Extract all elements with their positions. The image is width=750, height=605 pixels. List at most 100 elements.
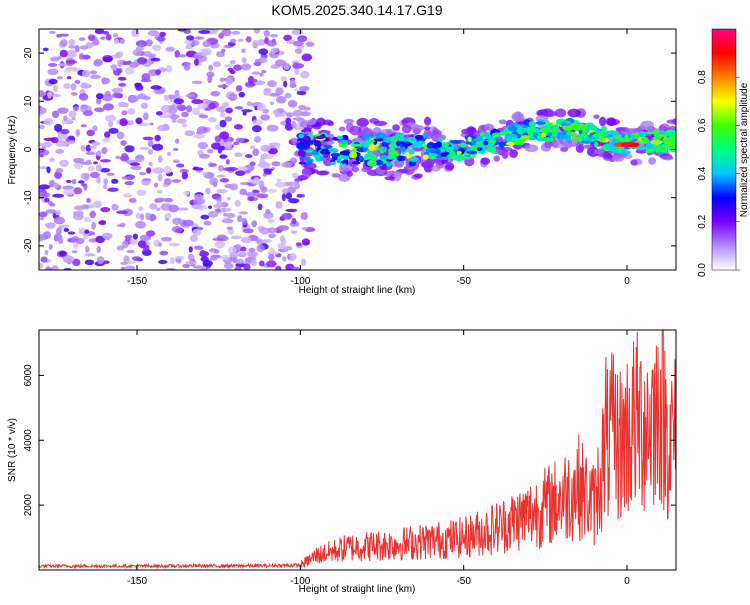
heatmap-cell bbox=[183, 63, 191, 71]
heatmap-cell bbox=[274, 182, 287, 188]
heatmap-cell bbox=[219, 112, 226, 118]
heatmap-cell bbox=[81, 183, 87, 187]
heatmap-cell bbox=[598, 116, 607, 127]
heatmap-cell bbox=[234, 170, 246, 176]
heatmap-cell bbox=[627, 142, 640, 148]
heatmap-cell bbox=[71, 235, 80, 242]
snr-x-label: Height of straight line (km) bbox=[299, 584, 416, 595]
heatmap-cell bbox=[197, 141, 209, 150]
heatmap-cell bbox=[535, 121, 546, 125]
heatmap-cell bbox=[302, 156, 312, 161]
heatmap-cell bbox=[83, 217, 91, 223]
heatmap-cell bbox=[139, 234, 152, 242]
heatmap-cell bbox=[172, 217, 182, 225]
heatmap-cell bbox=[117, 76, 127, 81]
heatmap-cell bbox=[118, 82, 127, 87]
heatmap-cell bbox=[266, 40, 277, 47]
heatmap-cell bbox=[224, 183, 233, 189]
heatmap-cell bbox=[242, 228, 254, 234]
heatmap-cell bbox=[199, 114, 209, 119]
heatmap-cell bbox=[139, 146, 150, 150]
heatmap-cell bbox=[282, 256, 287, 262]
heatmap-cell bbox=[177, 29, 187, 32]
heatmap-cell bbox=[74, 79, 81, 84]
heatmap-cell bbox=[60, 39, 68, 47]
heatmap-cell bbox=[100, 168, 111, 173]
heatmap-cell bbox=[301, 238, 311, 246]
heatmap-cell bbox=[49, 202, 56, 207]
heatmap-cell bbox=[94, 29, 105, 35]
heatmap-cell bbox=[216, 200, 222, 206]
heatmap-cell bbox=[129, 61, 139, 68]
heatmap-cell bbox=[210, 142, 222, 150]
heatmap-cell bbox=[368, 144, 376, 151]
heatmap-cell bbox=[41, 141, 53, 148]
heatmap-cell bbox=[45, 209, 57, 214]
heatmap-cell bbox=[540, 132, 547, 138]
heatmap-cell bbox=[291, 217, 297, 225]
heatmap-cell bbox=[185, 105, 193, 113]
heatmap-cell bbox=[288, 198, 300, 204]
heatmap-cell bbox=[154, 134, 161, 142]
heatmap-cell bbox=[284, 92, 292, 99]
heatmap-cell bbox=[57, 107, 69, 114]
heatmap-cell bbox=[80, 144, 86, 152]
heatmap-cell bbox=[120, 261, 129, 266]
colorbar-tick-label: 0.8 bbox=[697, 70, 708, 84]
colorbar-tick-label: 0.6 bbox=[697, 118, 708, 132]
heatmap-cell bbox=[281, 212, 293, 220]
heatmap-cell bbox=[258, 180, 265, 189]
heatmap-cell bbox=[544, 140, 553, 149]
heatmap-cell bbox=[275, 142, 281, 150]
heatmap-cell bbox=[287, 181, 297, 187]
heatmap-cell bbox=[250, 145, 255, 150]
heatmap-cell bbox=[578, 129, 583, 135]
heatmap-cell bbox=[139, 96, 151, 100]
heatmap-cell bbox=[245, 192, 257, 197]
heatmap-cell bbox=[224, 208, 232, 212]
heatmap-cell bbox=[51, 110, 60, 119]
heatmap-cell bbox=[212, 237, 224, 241]
heatmap-cell bbox=[63, 115, 68, 121]
heatmap-cell bbox=[298, 134, 305, 139]
heatmap-cell bbox=[89, 145, 97, 149]
heatmap-cell bbox=[445, 146, 454, 153]
heatmap-cell bbox=[91, 221, 97, 230]
heatmap-cell bbox=[83, 173, 90, 181]
heatmap-cell bbox=[65, 138, 71, 142]
heatmap-cell bbox=[241, 48, 246, 54]
heatmap-cell bbox=[336, 158, 342, 164]
heatmap-cell bbox=[435, 141, 442, 148]
heatmap-cell bbox=[145, 230, 156, 237]
heatmap-cell bbox=[277, 50, 285, 56]
spectrogram-x-label: Height of straight line (km) bbox=[299, 285, 416, 296]
heatmap-cell bbox=[260, 186, 268, 193]
heatmap-cell bbox=[283, 80, 288, 88]
heatmap-cell bbox=[150, 57, 161, 62]
heatmap-cell bbox=[86, 197, 91, 204]
heatmap-cell bbox=[72, 258, 81, 267]
heatmap-cell bbox=[108, 127, 119, 134]
heatmap-cell bbox=[498, 141, 506, 148]
heatmap-cell bbox=[104, 114, 117, 122]
heatmap-cell bbox=[56, 34, 63, 38]
heatmap-cell bbox=[330, 161, 337, 166]
heatmap-cell bbox=[284, 122, 294, 131]
heatmap-cell bbox=[375, 132, 386, 139]
heatmap-cell bbox=[363, 133, 371, 138]
heatmap-cell bbox=[267, 227, 278, 234]
heatmap-cell bbox=[290, 230, 298, 234]
figure-title: KOM5.2025.340.14.17.G19 bbox=[271, 2, 442, 18]
heatmap-cell bbox=[55, 209, 62, 216]
heatmap-cell bbox=[237, 38, 244, 42]
heatmap-cell bbox=[225, 140, 233, 149]
heatmap-cell bbox=[168, 204, 179, 213]
heatmap-cell bbox=[594, 149, 605, 155]
heatmap-cell bbox=[181, 111, 189, 118]
heatmap-cell bbox=[136, 189, 147, 197]
heatmap-cell bbox=[78, 180, 85, 184]
heatmap-cell bbox=[459, 142, 467, 148]
heatmap-cell bbox=[71, 250, 78, 254]
heatmap-cell bbox=[222, 212, 228, 217]
